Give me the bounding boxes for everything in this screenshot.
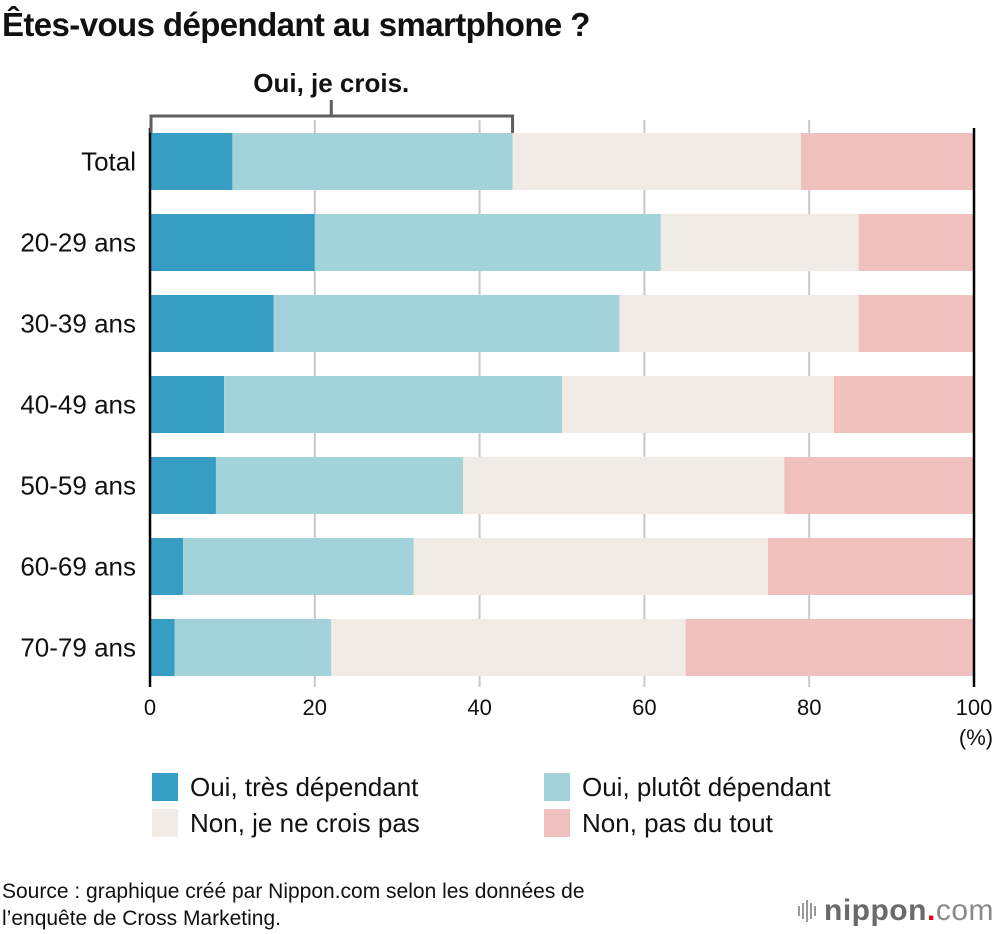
bar-segment xyxy=(685,619,974,676)
bar-segment xyxy=(562,376,834,433)
bar-segment xyxy=(314,214,661,271)
bar-segment xyxy=(784,457,974,514)
bar-segment xyxy=(512,133,801,190)
bar-segment xyxy=(858,295,974,352)
bracket-annotation: Oui, je crois. xyxy=(149,68,515,133)
axes xyxy=(148,128,976,687)
bar-segment xyxy=(150,295,274,352)
legend-label: Non, je ne crois pas xyxy=(190,807,420,838)
tick-label: 60 xyxy=(632,695,656,720)
legend-item: Non, pas du tout xyxy=(544,806,864,840)
unit-label: (%) xyxy=(959,725,993,750)
chart-title: Êtes-vous dépendant au smartphone ? xyxy=(2,6,590,43)
bar-segment xyxy=(413,538,768,595)
bar-segment xyxy=(858,214,974,271)
legend: Oui, très dépendant Oui, plutôt dépendant… xyxy=(152,770,864,840)
legend-label: Oui, très dépendant xyxy=(190,771,419,802)
category-labels: Total 20-29 ans 30-39 ans 40-49 ans 50-59 an… xyxy=(20,147,136,663)
legend-item: Oui, très dépendant xyxy=(152,770,544,804)
category-label: Total xyxy=(81,147,136,177)
logo-wordmark: nippon.com xyxy=(824,894,994,927)
bar-segment xyxy=(150,538,183,595)
bar-segment xyxy=(660,214,859,271)
legend-swatch xyxy=(152,773,178,801)
category-label: 20-29 ans xyxy=(20,228,136,258)
bar-segment xyxy=(232,133,513,190)
category-label: 40-49 ans xyxy=(20,390,136,420)
category-label: 60-69 ans xyxy=(20,552,136,582)
bar-segment xyxy=(150,133,233,190)
bar-segment xyxy=(215,457,464,514)
nippon-logo: nippon.com xyxy=(798,894,994,928)
source-line-2: l’enquête de Cross Marketing. xyxy=(2,907,281,930)
bar-segment xyxy=(833,376,974,433)
tick-label: 100 xyxy=(956,695,993,720)
legend-swatch xyxy=(544,809,570,837)
bar-segment xyxy=(182,538,414,595)
legend-swatch xyxy=(544,773,570,801)
bar-segment xyxy=(224,376,562,433)
bar-segment xyxy=(331,619,686,676)
bar-segment xyxy=(150,619,175,676)
stacked-bar-chart: Total 20-29 ans 30-39 ans 40-49 ans 50-59 an… xyxy=(20,68,993,750)
tick-label: 20 xyxy=(303,695,327,720)
source-line-1: Source : graphique créé par Nippon.com s… xyxy=(2,880,585,903)
bar-segment xyxy=(273,295,620,352)
bar-segment xyxy=(150,214,315,271)
tick-label: 0 xyxy=(144,695,156,720)
category-label: 70-79 ans xyxy=(20,633,136,663)
category-label: 50-59 ans xyxy=(20,471,136,501)
legend-label: Oui, plutôt dépendant xyxy=(582,771,831,802)
legend-label: Non, pas du tout xyxy=(582,807,773,838)
legend-swatch xyxy=(152,809,178,837)
legend-item: Oui, plutôt dépendant xyxy=(544,770,864,804)
category-label: 30-39 ans xyxy=(20,309,136,339)
sound-bars-icon xyxy=(798,900,816,922)
bar-segment xyxy=(800,133,974,190)
bar-segment xyxy=(768,538,974,595)
source-note: Source : graphique créé par Nippon.com s… xyxy=(2,878,585,932)
tick-label: 40 xyxy=(467,695,491,720)
tick-label: 80 xyxy=(797,695,821,720)
bracket-line xyxy=(149,114,515,133)
tick-labels: 0 20 40 60 80 100 (%) xyxy=(144,695,993,750)
bar-segment xyxy=(174,619,332,676)
bar-segment xyxy=(150,376,225,433)
bar-segment xyxy=(150,457,216,514)
bars xyxy=(150,133,974,676)
bar-segment xyxy=(619,295,859,352)
bar-segment xyxy=(463,457,785,514)
legend-item: Non, je ne crois pas xyxy=(152,806,544,840)
bracket-label: Oui, je crois. xyxy=(253,68,409,98)
